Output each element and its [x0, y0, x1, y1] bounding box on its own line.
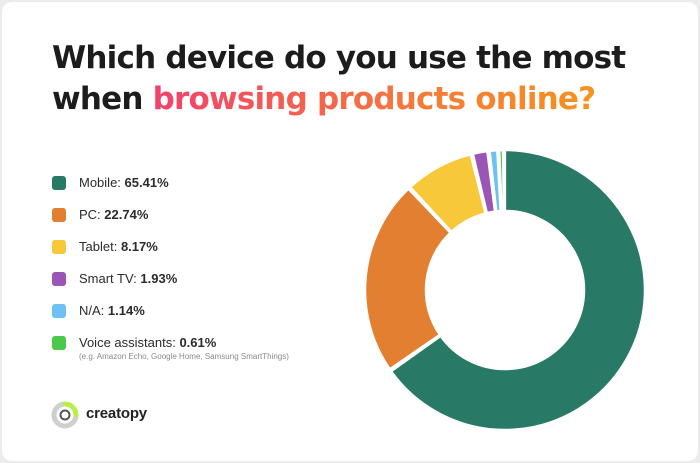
legend-swatch-smart-tv — [52, 272, 66, 286]
legend-note-voice-assistants: (e.g. Amazon Echo, Google Home, Samsung … — [79, 352, 289, 361]
legend-text-tablet: Tablet: 8.17% — [79, 238, 158, 256]
logo-wordmark: creatopy — [86, 405, 147, 422]
title-line-1: Which device do you use the most — [52, 40, 626, 76]
legend-value-mobile: 65.41% — [124, 175, 169, 190]
legend-label-tablet: Tablet: — [79, 239, 118, 254]
title-highlight: browsing products online? — [152, 81, 597, 117]
donut-slice-pc — [363, 187, 452, 371]
legend-value-pc: 22.74% — [104, 207, 149, 222]
title-line-2-prefix: when — [52, 81, 153, 117]
legend-swatch-tablet — [52, 240, 66, 254]
legend-label-na: N/A: — [79, 303, 105, 318]
donut-slice-mobile — [389, 148, 647, 432]
title-line-2: when browsing products online? — [52, 79, 625, 120]
legend-swatch-pc — [52, 208, 66, 222]
donut-chart — [363, 148, 647, 432]
legend-label-voice-assistants: Voice assistants: — [79, 335, 176, 350]
legend-text-smart-tv: Smart TV: 1.93% — [79, 270, 177, 288]
legend-value-smart-tv: 1.93% — [140, 271, 178, 286]
legend-text-mobile: Mobile: 65.41% — [79, 174, 169, 192]
legend-value-tablet: 8.17% — [120, 239, 158, 254]
legend-text-na: N/A: 1.14% — [79, 302, 145, 320]
legend-swatch-mobile — [52, 176, 66, 190]
legend-swatch-na — [52, 304, 66, 318]
legend-label-mobile: Mobile: — [79, 175, 121, 190]
legend-value-na: 1.14% — [107, 303, 145, 318]
legend-value-voice-assistants: 0.61% — [179, 335, 217, 350]
donut-slice-voice-assistants — [497, 148, 506, 213]
chart-title: Which device do you use the most when br… — [52, 38, 626, 120]
creatopy-logo: creatopy — [50, 400, 200, 430]
creatopy-logo-icon — [51, 401, 79, 429]
donut-slice-tablet — [408, 153, 487, 234]
legend-label-smart-tv: Smart TV: — [79, 271, 137, 286]
legend-text-pc: PC: 22.74% — [79, 206, 148, 224]
legend-label-pc: PC: — [79, 207, 101, 222]
legend-text-voice-assistants: Voice assistants: 0.61% — [79, 334, 216, 352]
legend-swatch-voice-assistants — [52, 336, 66, 350]
